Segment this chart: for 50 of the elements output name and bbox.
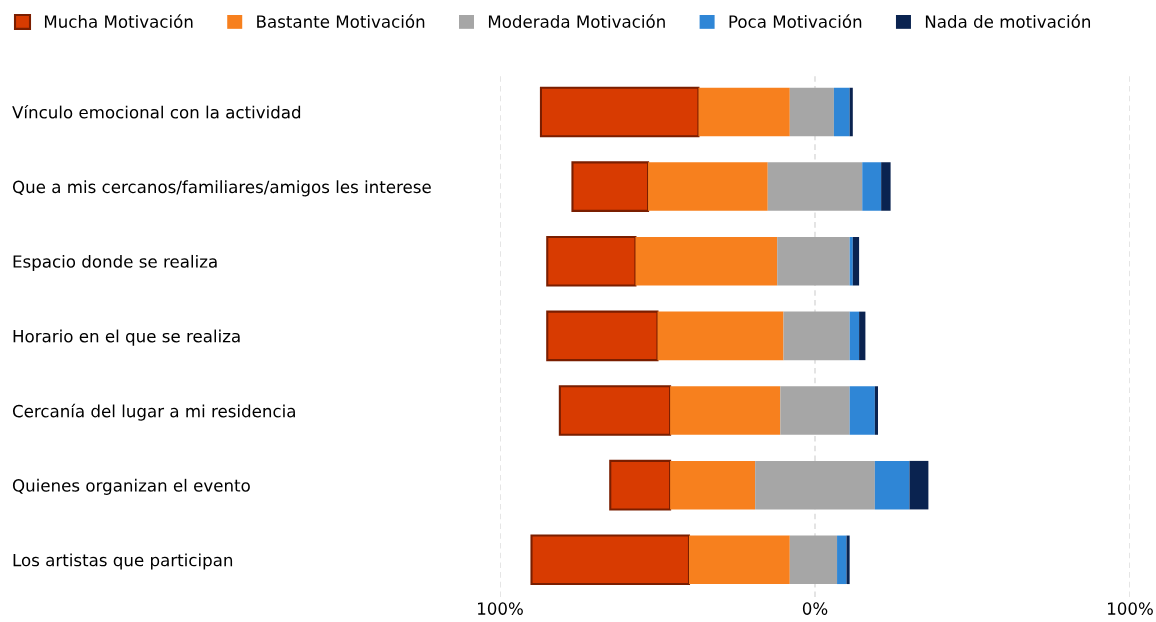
bar: [874, 460, 910, 510]
bar: [670, 460, 756, 510]
legend-label: Mucha Motivación: [44, 14, 193, 28]
bar: [635, 236, 778, 286]
bar: [780, 386, 850, 435]
bar: [789, 535, 838, 585]
bar: [849, 386, 875, 435]
bar: [767, 162, 863, 211]
bar: [789, 87, 834, 137]
bar: [609, 459, 672, 511]
bar: [783, 311, 850, 361]
bar: [859, 311, 866, 361]
bar: [849, 236, 853, 286]
bar: [852, 236, 860, 286]
bar: [881, 162, 891, 211]
bar: [862, 162, 882, 211]
y-tick-label: Que a mis cercanos/familiares/amigos les interese: [12, 180, 431, 197]
bar: [777, 236, 850, 286]
x-tick-label: 0%: [802, 602, 828, 615]
y-tick-label: Horario en el que se realiza: [13, 329, 240, 346]
bar: [909, 460, 929, 510]
bar: [546, 310, 659, 362]
bar: [689, 535, 790, 585]
bar: [530, 534, 691, 586]
bar: [698, 87, 790, 137]
legend-label: Nada de motivación: [925, 14, 1091, 28]
y-tick-label: Espacio donde se realiza: [13, 254, 217, 272]
legend-label: Poca Motivación: [729, 14, 862, 28]
x-tick-label: 100%: [478, 602, 523, 615]
bar: [833, 87, 850, 137]
x-tick-label: 100%: [1108, 602, 1153, 615]
bar: [670, 386, 781, 435]
bar: [849, 311, 860, 361]
bar: [874, 386, 878, 435]
y-tick-label: Los artistas que participan: [13, 553, 233, 570]
y-tick-label: Quienes organizan el evento: [12, 478, 250, 495]
bar: [571, 161, 650, 212]
y-tick-label: Vínculo emocional con la actividad: [12, 104, 301, 119]
legend-label: Moderada Motivación: [488, 14, 665, 28]
bar: [755, 460, 875, 510]
bar: [648, 162, 768, 211]
bar: [546, 235, 637, 287]
bar: [539, 86, 700, 138]
y-tick-label: Cercanía del lugar a mi residencia: [12, 403, 295, 421]
bar: [837, 535, 847, 585]
bar: [849, 87, 853, 137]
bar: [657, 311, 784, 361]
bar: [846, 535, 850, 585]
legend-label: Bastante Motivación: [257, 14, 425, 28]
bar: [558, 385, 672, 436]
